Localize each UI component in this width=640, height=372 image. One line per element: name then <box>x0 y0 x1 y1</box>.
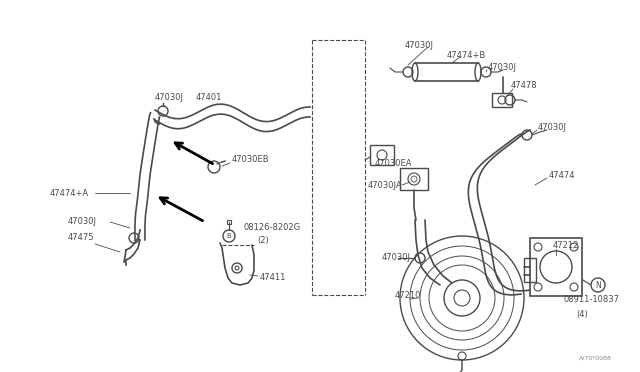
Text: N: N <box>595 280 601 289</box>
Text: 47474+B: 47474+B <box>447 51 486 60</box>
Bar <box>370 145 394 165</box>
Text: 47030EB: 47030EB <box>232 155 269 164</box>
Text: A/70*0088: A/70*0088 <box>579 356 612 360</box>
Circle shape <box>235 266 239 270</box>
Text: 47030J: 47030J <box>68 218 97 227</box>
Text: 08126-8202G: 08126-8202G <box>243 224 300 232</box>
Text: 47401: 47401 <box>196 93 222 102</box>
Text: 47030J: 47030J <box>382 253 411 263</box>
Text: 47030J: 47030J <box>405 41 434 49</box>
Bar <box>400 168 428 190</box>
Bar <box>530 238 582 296</box>
Text: 08911-10837: 08911-10837 <box>563 295 619 305</box>
Bar <box>524 258 536 282</box>
Text: 47212: 47212 <box>553 241 579 250</box>
Text: 47475: 47475 <box>68 234 95 243</box>
Text: 47030EA: 47030EA <box>375 158 413 167</box>
Bar <box>492 93 512 107</box>
Text: 47030J: 47030J <box>155 93 184 102</box>
Text: 47411: 47411 <box>260 273 286 282</box>
Text: 47210: 47210 <box>395 292 421 301</box>
Text: 47030J: 47030J <box>488 64 517 73</box>
Text: (2): (2) <box>257 237 269 246</box>
Text: 47030J: 47030J <box>538 124 567 132</box>
Text: (4): (4) <box>576 311 588 320</box>
Text: B: B <box>227 233 232 239</box>
Text: 47474+A: 47474+A <box>50 189 89 198</box>
Text: 47474: 47474 <box>549 170 575 180</box>
Text: 47478: 47478 <box>511 81 538 90</box>
Text: 47030JA: 47030JA <box>368 180 403 189</box>
